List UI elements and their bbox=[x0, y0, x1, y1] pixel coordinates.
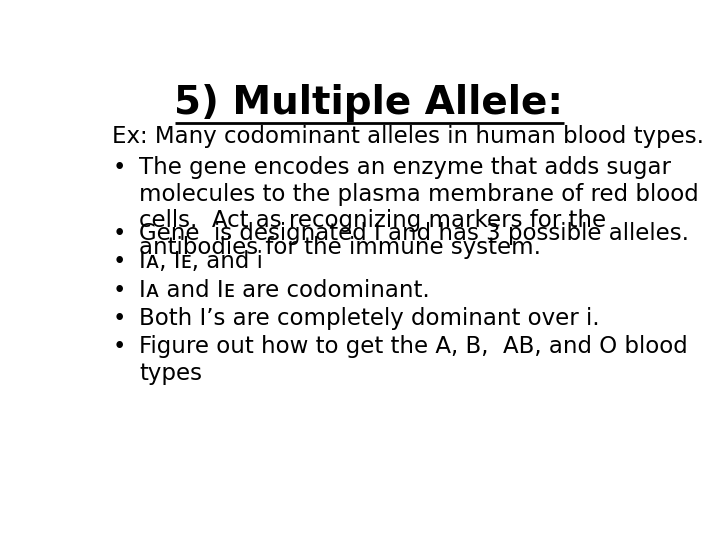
Text: •: • bbox=[112, 279, 126, 301]
Text: •: • bbox=[112, 156, 126, 179]
Text: •: • bbox=[112, 335, 126, 358]
Text: 5) Multiple Allele:: 5) Multiple Allele: bbox=[174, 84, 564, 122]
Text: •: • bbox=[112, 307, 126, 330]
Text: •: • bbox=[112, 222, 126, 245]
Text: Iᴀ and Iᴇ are codominant.: Iᴀ and Iᴇ are codominant. bbox=[139, 279, 430, 301]
Text: Iᴀ, Iᴇ, and i: Iᴀ, Iᴇ, and i bbox=[139, 250, 263, 273]
Text: The gene encodes an enzyme that adds sugar
molecules to the plasma membrane of r: The gene encodes an enzyme that adds sug… bbox=[139, 156, 699, 259]
Text: Ex: Many codominant alleles in human blood types.: Ex: Many codominant alleles in human blo… bbox=[112, 125, 704, 148]
Text: •: • bbox=[112, 250, 126, 273]
Text: Gene  is designated I and has 3 possible alleles.: Gene is designated I and has 3 possible … bbox=[139, 222, 689, 245]
Text: Both I’s are completely dominant over i.: Both I’s are completely dominant over i. bbox=[139, 307, 600, 330]
Text: Figure out how to get the A, B,  AB, and O blood
types: Figure out how to get the A, B, AB, and … bbox=[139, 335, 688, 384]
